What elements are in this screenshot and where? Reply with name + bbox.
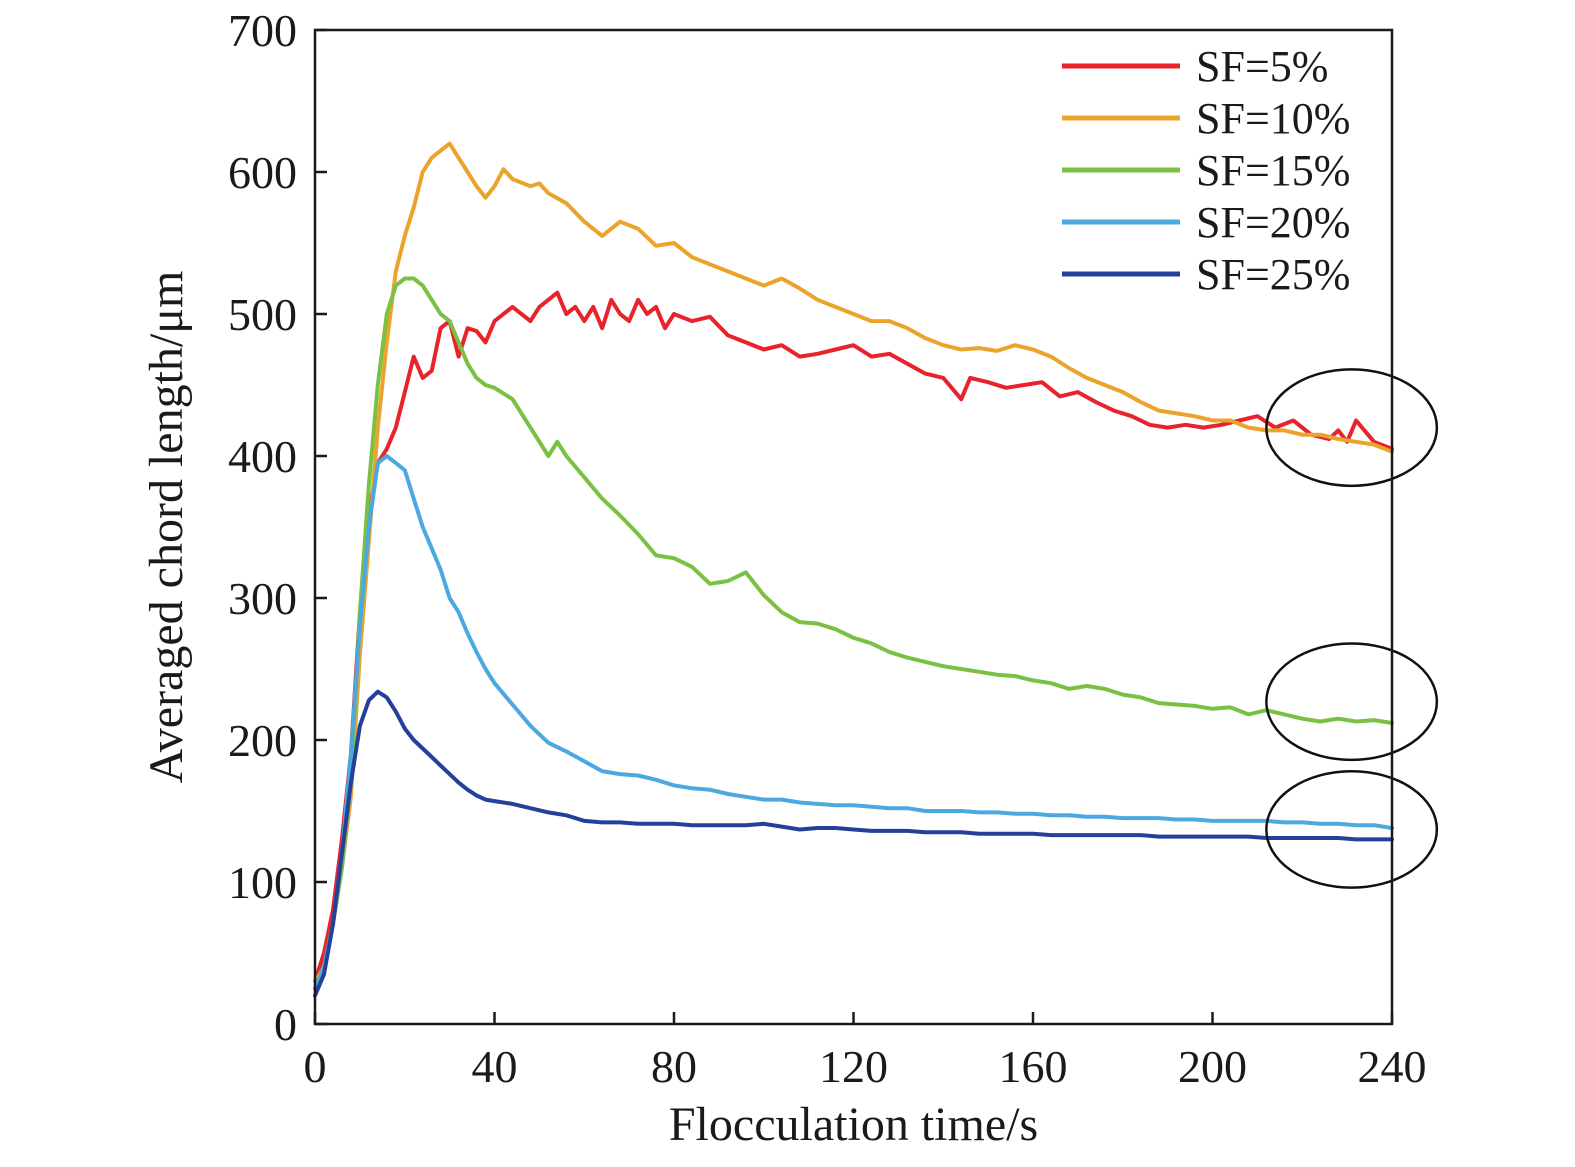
series-layer xyxy=(313,141,1394,998)
x-tick-label: 160 xyxy=(999,1041,1068,1092)
legend-label-1: SF=5% xyxy=(1196,42,1328,91)
legend-label-3: SF=15% xyxy=(1196,146,1350,195)
series-line-4 xyxy=(313,454,1394,991)
y-tick-label: 0 xyxy=(274,999,297,1050)
y-tick-label: 300 xyxy=(228,573,297,624)
x-tick-label: 200 xyxy=(1178,1041,1247,1092)
highlight-ellipse-3 xyxy=(1265,769,1439,889)
y-tick-label: 100 xyxy=(228,857,297,908)
y-axis-ticks: 0 100 200 300 400 500 600 700 xyxy=(228,5,327,1050)
x-tick-label: 240 xyxy=(1358,1041,1427,1092)
y-tick-label: 700 xyxy=(228,5,297,56)
y-tick-label: 600 xyxy=(228,147,297,198)
x-axis-ticks: 0 40 80 120 160 200 240 xyxy=(304,1012,1427,1092)
legend-label-5: SF=25% xyxy=(1196,250,1350,299)
series-line-2 xyxy=(313,141,1394,984)
series-line-1 xyxy=(313,290,1394,984)
annotation-layer xyxy=(1265,368,1439,889)
x-axis-title: Flocculation time/s xyxy=(669,1098,1038,1151)
series-line-5 xyxy=(313,689,1394,998)
plot-area: 0 40 80 120 160 200 240 0 100 200 300 400 500 600 700 xyxy=(228,5,1439,1092)
highlight-ellipse-2 xyxy=(1265,642,1439,762)
x-tick-label: 120 xyxy=(819,1041,888,1092)
y-tick-label: 200 xyxy=(228,715,297,766)
x-tick-label: 80 xyxy=(651,1041,697,1092)
highlight-ellipse-1 xyxy=(1265,368,1439,488)
series-line-3 xyxy=(313,276,1394,991)
x-tick-label: 40 xyxy=(472,1041,518,1092)
y-axis-title: Averaged chord length/μm xyxy=(140,271,193,784)
legend-label-4: SF=20% xyxy=(1196,198,1350,247)
y-tick-label: 400 xyxy=(228,431,297,482)
x-tick-label: 0 xyxy=(304,1041,327,1092)
legend: SF=5%SF=10%SF=15%SF=20%SF=25% xyxy=(1062,42,1350,299)
y-tick-label: 500 xyxy=(228,289,297,340)
legend-label-2: SF=10% xyxy=(1196,94,1350,143)
